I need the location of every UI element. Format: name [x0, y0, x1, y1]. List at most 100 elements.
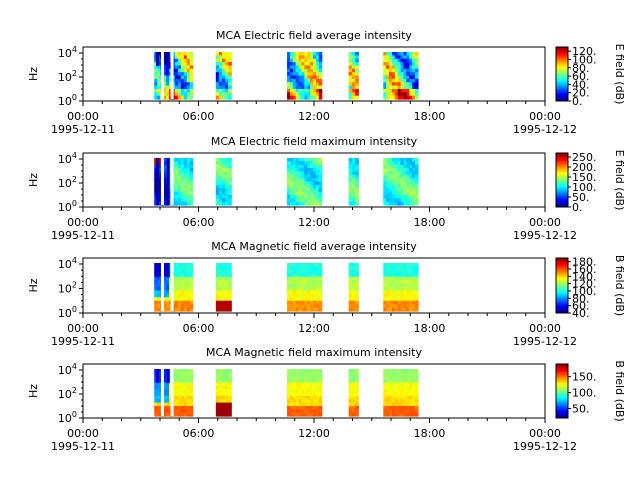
spectrogram-cell — [215, 307, 220, 312]
colorbar-cell — [556, 278, 568, 281]
spectrogram-cell — [189, 395, 194, 400]
spectrogram-cell — [406, 65, 410, 70]
spectrogram-cell — [154, 161, 158, 166]
spectrogram-cell — [307, 304, 311, 309]
spectrogram-cell — [295, 161, 300, 166]
spectrogram-cell — [415, 382, 419, 387]
spectrogram-cell — [313, 58, 317, 63]
spectrogram-cell — [386, 382, 390, 387]
spectrogram-cell — [348, 273, 353, 278]
spectrogram-cell — [183, 72, 188, 77]
spectrogram-cell — [301, 52, 305, 56]
spectrogram-cell — [180, 65, 185, 70]
spectrogram-cell — [348, 389, 353, 394]
spectrogram-cell — [394, 55, 399, 60]
spectrogram-cell — [189, 168, 194, 173]
spectrogram-cell — [218, 171, 223, 176]
spectrogram-cell — [383, 198, 387, 203]
spectrogram-cell — [183, 171, 188, 176]
spectrogram-cell — [292, 158, 297, 162]
colorbar-cell — [556, 308, 568, 311]
spectrogram-cell — [307, 72, 311, 77]
spectrogram-cell — [383, 178, 387, 183]
spectrogram-cell — [386, 52, 390, 56]
spectrogram-cell — [287, 55, 291, 60]
spectrogram-cell — [394, 78, 399, 83]
spectrogram-cell — [215, 184, 220, 189]
spectrogram-cell — [403, 269, 407, 274]
spectrogram-cell — [351, 402, 356, 407]
spectrogram-cell — [315, 188, 320, 193]
spectrogram-cell — [183, 198, 188, 203]
spectrogram-cell — [301, 68, 305, 73]
colorbar-label: B field (dB) — [613, 360, 626, 421]
spectrogram-cell — [180, 307, 185, 312]
spectrogram-cell — [409, 369, 413, 373]
spectrogram-cell — [171, 164, 176, 169]
spectrogram-cell — [183, 178, 188, 183]
spectrogram-cell — [412, 88, 416, 93]
spectrogram-cell — [228, 297, 232, 302]
spectrogram-cell — [292, 276, 297, 281]
spectrogram-cell — [406, 263, 410, 268]
spectrogram-cell — [225, 290, 229, 295]
spectrogram-cell — [383, 88, 387, 93]
spectrogram-cell — [225, 191, 229, 196]
spectrogram-cell — [397, 263, 402, 268]
spectrogram-cell — [295, 85, 300, 90]
spectrogram-cell — [218, 178, 223, 183]
spectrogram-cell — [163, 372, 167, 377]
spectrogram-cell — [292, 280, 297, 285]
spectrogram-cell — [351, 266, 356, 271]
spectrogram-cell — [174, 181, 179, 186]
spectrogram-cell — [355, 95, 359, 100]
colorbar-cell — [556, 47, 568, 49]
spectrogram-cell — [310, 58, 314, 63]
spectrogram-cell — [389, 72, 393, 77]
spectrogram-cell — [218, 304, 223, 309]
spectrogram-cell — [386, 164, 390, 169]
spectrogram-cell — [406, 164, 410, 169]
spectrogram-cell — [228, 58, 232, 63]
spectrogram-cell — [383, 304, 387, 309]
spectrogram-cell — [406, 62, 410, 67]
y-axis-label: Hz — [27, 384, 40, 398]
spectrogram-cell — [157, 389, 161, 394]
spectrogram-cell — [355, 158, 359, 162]
spectrogram-cell — [397, 191, 402, 196]
spectrogram-cell — [157, 293, 161, 298]
spectrogram-cell — [157, 382, 161, 387]
spectrogram-cell — [403, 82, 407, 87]
spectrogram-cell — [154, 263, 158, 268]
spectrogram-cell — [304, 273, 308, 278]
spectrogram-cell — [301, 75, 305, 80]
spectrogram-cell — [163, 92, 167, 97]
spectrogram-cell — [163, 304, 167, 309]
spectrogram-cell — [215, 263, 220, 268]
spectrogram-cell — [186, 273, 191, 278]
spectrogram-cell — [355, 92, 359, 97]
spectrogram-cell — [406, 52, 410, 56]
spectrogram-cell — [403, 58, 407, 63]
spectrogram-cell — [289, 283, 294, 288]
spectrogram-cell — [315, 266, 320, 271]
spectrogram-cell — [415, 263, 419, 268]
spectrogram-cell — [154, 198, 158, 203]
spectrogram-cell — [313, 198, 317, 203]
spectrogram-cell — [295, 273, 300, 278]
spectrogram-cell — [218, 72, 223, 77]
spectrogram-cell — [415, 75, 419, 80]
spectrogram-cell — [289, 75, 294, 80]
spectrogram-cell — [218, 85, 223, 90]
spectrogram-cell — [189, 58, 194, 63]
spectrogram-cell — [301, 164, 305, 169]
spectrogram-cell — [177, 78, 182, 83]
spectrogram-cell — [351, 92, 356, 97]
spectrogram-cell — [397, 409, 402, 414]
colorbar-cell — [556, 364, 568, 366]
spectrogram-cell — [313, 369, 317, 373]
spectrogram-cell — [313, 283, 317, 288]
spectrogram-cell — [174, 389, 179, 394]
spectrogram-cell — [163, 307, 167, 312]
spectrogram-cell — [292, 65, 297, 70]
